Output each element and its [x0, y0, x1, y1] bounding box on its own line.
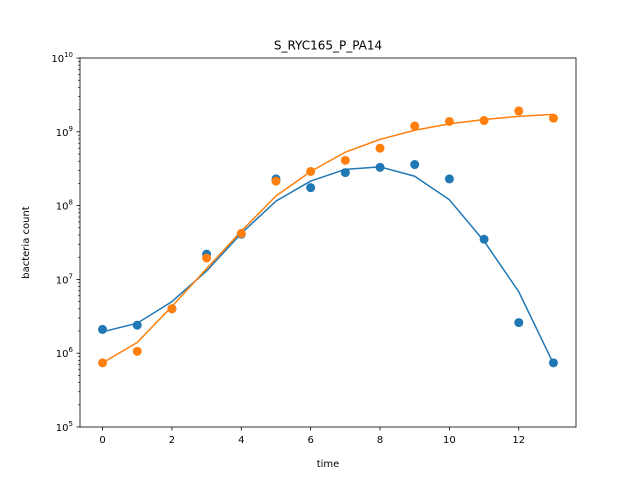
data-point-series-2	[271, 176, 281, 186]
chart-title: S_RYC165_P_PA14	[274, 39, 382, 53]
data-point-series-2	[98, 358, 108, 368]
data-point-series-2	[202, 253, 212, 263]
data-point-series-1	[132, 320, 142, 330]
y-tick-label: 109	[56, 125, 73, 139]
y-tick-label: 107	[56, 272, 73, 286]
data-point-series-1	[306, 183, 316, 193]
data-point-series-2	[514, 106, 524, 116]
y-axis-ticks: 105 106 107 108 109 1010	[51, 51, 80, 434]
x-axis-ticks: 0 2 4 6 8 10 12	[99, 427, 525, 446]
y-tick-label: 1010	[51, 51, 73, 65]
data-point-series-2	[410, 121, 420, 131]
data-point-series-2	[444, 116, 454, 126]
data-point-series-1	[340, 168, 350, 178]
data-point-series-2	[167, 304, 177, 314]
x-tick-label: 0	[99, 435, 105, 446]
data-point-series-2	[132, 346, 142, 356]
fit-lines	[102, 113, 555, 365]
y-axis-label: bacteria count	[21, 206, 32, 279]
data-point-series-1	[548, 358, 558, 368]
data-point-series-1	[514, 318, 524, 328]
x-axis-label: time	[317, 459, 340, 470]
data-point-series-2	[306, 166, 316, 176]
data-point-series-1	[410, 160, 420, 170]
fit-line-series-2	[102, 113, 554, 364]
data-point-series-2	[479, 116, 489, 126]
data-point-series-2	[340, 155, 350, 165]
y-tick-label: 105	[56, 420, 73, 434]
x-tick-label: 2	[169, 435, 175, 446]
data-point-series-2	[548, 113, 558, 123]
data-point-series-1	[444, 174, 454, 184]
plot-frame	[79, 57, 577, 428]
x-tick-label: 4	[238, 435, 244, 446]
data-point-series-2	[375, 143, 385, 153]
fit-line-series-1	[102, 166, 555, 365]
x-tick-label: 10	[443, 435, 456, 446]
data-point-series-1	[375, 162, 385, 172]
data-point-series-1	[98, 324, 108, 334]
data-point-series-2	[236, 228, 246, 238]
x-tick-label: 6	[307, 435, 313, 446]
data-point-series-1	[479, 234, 489, 244]
data-points	[98, 106, 558, 368]
x-tick-label: 12	[512, 435, 525, 446]
y-tick-label: 106	[56, 346, 74, 360]
x-tick-label: 8	[377, 435, 383, 446]
y-tick-label: 108	[56, 199, 73, 213]
